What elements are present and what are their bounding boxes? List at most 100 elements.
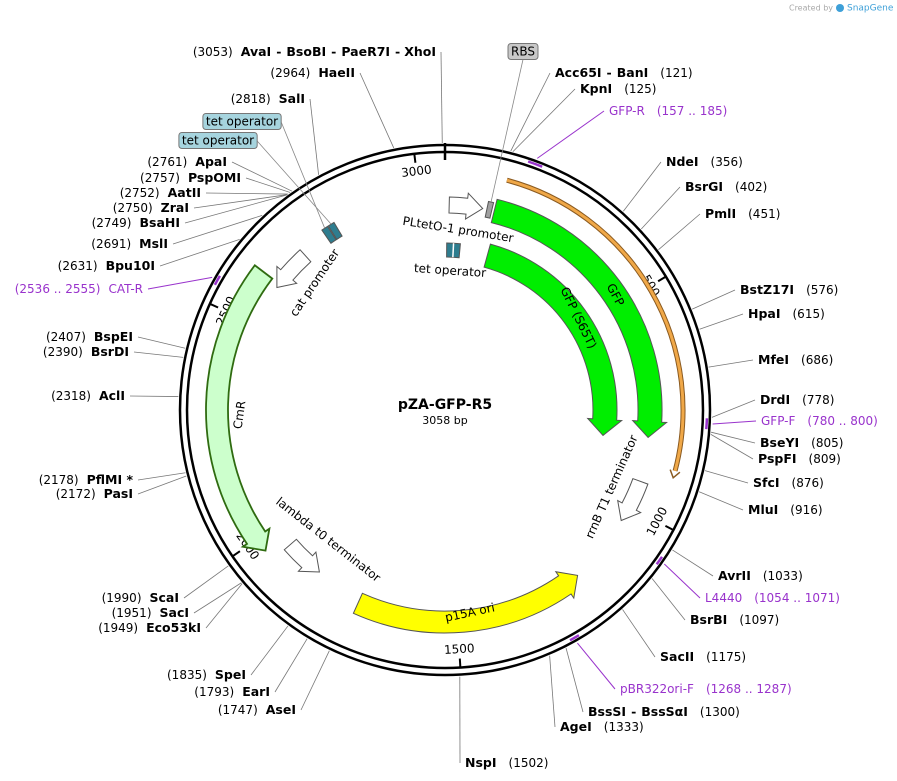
enzyme-site-line [658,213,701,250]
feature [321,225,337,244]
enzyme-name: MluI [748,502,778,517]
enzyme-label: (2390) BsrDI [43,344,129,359]
primer-connector [577,642,616,690]
enzyme-separator: - [331,44,336,59]
enzyme-site-line [623,161,662,212]
tick-mark [664,524,674,531]
tick-mark [458,658,462,668]
enzyme-position: (2818) [231,92,271,106]
enzyme-name: BsaHI [139,215,180,230]
enzyme-label: (2407) BspEI [46,329,133,344]
enzyme-position: (1300) [700,705,740,719]
enzyme-position: (1033) [763,569,803,583]
feature-label-box [202,113,282,130]
enzyme-label: (1793) EarI [194,684,270,699]
feature [490,198,668,439]
enzyme-site-line [172,214,263,245]
enzyme-name: BsrDI [91,344,129,359]
enzyme-label: (1949) Eco53kI [98,620,201,635]
enzyme-position: (2749) [92,216,132,230]
enzyme-label: (2761) ApaI [147,154,227,169]
enzyme-label: BsrGI (402) [685,179,767,194]
enzyme-label: PspFI (809) [758,451,841,466]
feature [483,243,624,437]
enzyme-position: (2750) [113,201,153,215]
feature [617,477,649,522]
enzyme-label: (2172) PasI [56,486,133,501]
enzyme-name: NspI [465,755,497,770]
feature [276,249,312,289]
primer-range: (1268 .. 1287) [706,682,792,696]
enzyme-position: (1333) [604,720,644,734]
enzyme-label: BsrBI (1097) [690,612,779,627]
enzyme-position: (615) [793,307,825,321]
primer-label: pBR322ori-F (1268 .. 1287) [620,682,792,696]
feature [205,264,274,552]
primer-connector [712,420,757,425]
primer-connector [663,563,701,599]
enzyme-site-line [565,647,584,713]
enzyme-site-line [274,638,308,693]
enzyme-separator: - [607,65,612,80]
enzyme-label: NdeI (356) [666,154,743,169]
primer-range: (780 .. 800) [807,414,877,428]
enzyme-label: (2318) AclI [51,388,125,403]
enzyme-label: BssSI - BssSαI (1300) [588,704,740,719]
enzyme-name: BstZ17I [740,282,794,297]
enzyme-name: HpaI [748,306,781,321]
enzyme-separator: - [631,704,636,719]
enzyme-name: AatII [168,185,201,200]
enzyme-name: BssSI [588,704,626,719]
feature-label: tet operator [182,134,254,148]
enzyme-position: (1747) [218,703,258,717]
enzyme-name: NdeI [666,154,699,169]
enzyme-separator: - [276,44,281,59]
primer-name: GFP-F [761,414,796,428]
enzyme-label: SfcI (876) [753,475,824,490]
enzyme-label: Acc65I - BanI (121) [555,65,693,80]
primer-name: CAT-R [108,282,143,296]
enzyme-name: BspEI [94,329,133,344]
enzyme-label: MfeI (686) [758,352,833,367]
enzyme-label: (1990) ScaI [102,590,179,605]
enzyme-label: KpnI (125) [580,81,656,96]
plasmid-name: pZA-GFP-R5 [398,397,492,413]
enzyme-name: SfcI [753,475,780,490]
primer-label: GFP-R (157 .. 185) [609,104,727,118]
enzyme-site-line [193,582,242,614]
primer-connector [147,276,213,290]
enzyme-position: (809) [809,452,841,466]
enzyme-site-line [549,655,556,728]
enzyme-name: ZraI [161,200,189,215]
enzyme-name: XhoI [404,44,436,59]
enzyme-position: (1835) [167,668,207,682]
primer-name: GFP-R [609,104,645,118]
enzyme-site-line [510,72,551,152]
enzyme-name: EarI [242,684,270,699]
feature [484,200,495,219]
feature-label: tet operator [206,115,278,129]
enzyme-site-line [440,51,443,144]
primer-label: L4440 (1054 .. 1071) [705,591,840,605]
enzyme-site-line [137,336,186,349]
enzyme-label: (2691) MslI [91,236,168,251]
enzyme-site-line [704,470,749,484]
feature-connector [280,121,326,229]
enzyme-name: PflMI * [87,472,134,487]
enzyme-label: DrdI (778) [760,392,834,407]
enzyme-site-line [137,472,186,481]
tick-label: 3000 [400,162,432,180]
primer-connector [536,110,605,159]
enzyme-name: Eco53kI [146,620,201,635]
enzyme-label: BseYI (805) [760,435,843,450]
enzyme-label: (2178) PflMI * [39,472,134,487]
enzyme-name: ScaI [150,590,180,605]
enzyme-name: BsrGI [685,179,723,194]
watermark-brand: SnapGene [847,4,894,14]
enzyme-site-line [359,72,395,149]
enzyme-name: BanI [617,65,649,80]
enzyme-name: ApaI [195,154,227,169]
feature-label: tet operator [414,261,487,280]
enzyme-label: (1747) AseI [218,702,296,717]
